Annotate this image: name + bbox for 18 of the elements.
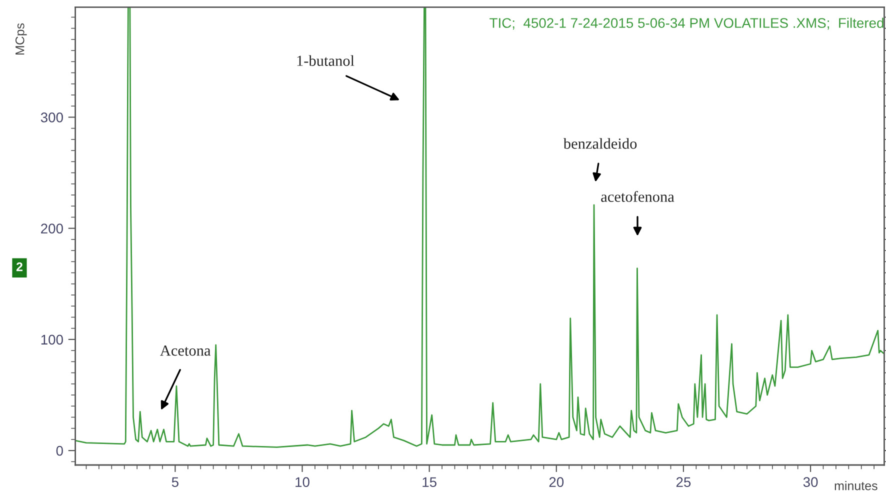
annotation: acetofenona [601,191,674,202]
y-axis-title: MCps [15,23,27,55]
x-axis-title: minutes [834,481,878,490]
x-tick-label: 25 [676,477,691,488]
x-tick-label: 5 [172,477,178,488]
y-tick-label: 100 [41,334,63,345]
y-tick-label: 0 [56,446,63,456]
text: TIC; 4502-1 7-24-2015 5-06-34 PM VOLATILES .XMS; Filtered [490,18,884,30]
x-tick-label: 15 [422,477,436,488]
text: 2 [16,262,22,272]
x-tick-label: 30 [803,477,818,488]
annotation: 1-butanol [297,55,354,66]
y-tick-label: 300 [40,112,63,122]
y-tick-label: 200 [41,224,63,234]
annotation: Acetona [160,346,211,356]
x-tick-label: 10 [296,477,310,488]
x-tick-label: 20 [549,477,564,488]
annotation: benzaldeido [563,138,637,149]
